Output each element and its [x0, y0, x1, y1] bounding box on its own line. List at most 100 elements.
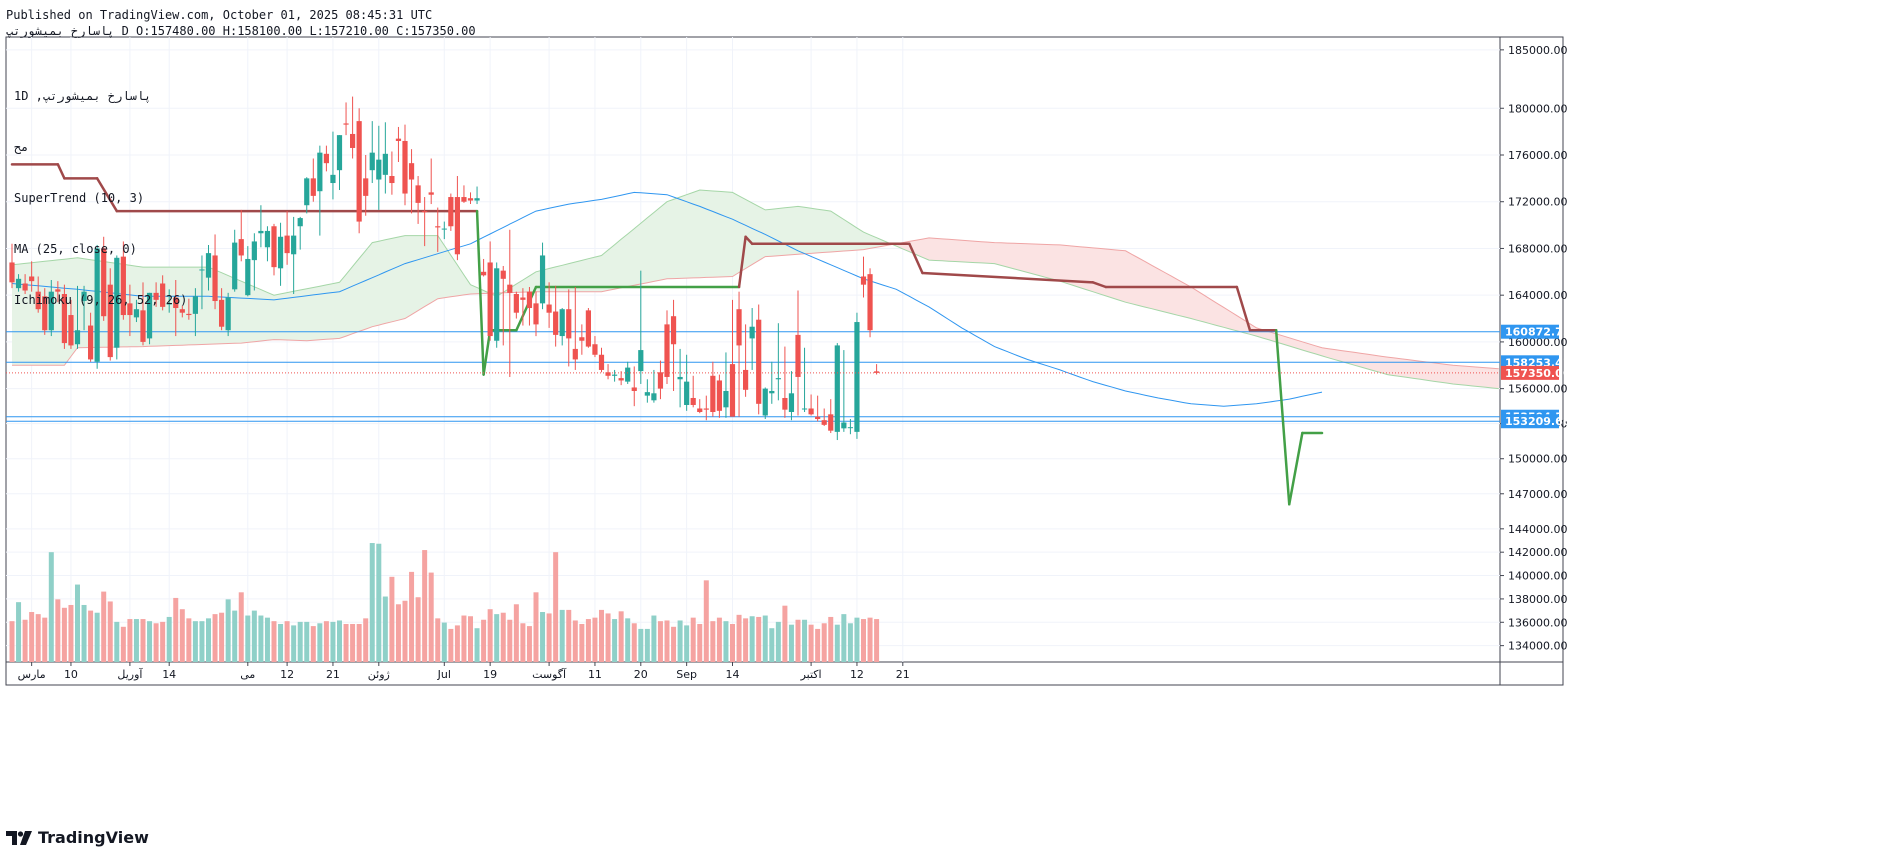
candle-body	[186, 313, 192, 316]
x-tick-label: 20	[634, 668, 648, 681]
candle-body	[723, 390, 729, 408]
volume-bar	[219, 612, 225, 662]
volume-bar	[199, 621, 205, 662]
x-tick-label: 21	[896, 668, 910, 681]
candle-body	[153, 292, 159, 300]
candle-body	[114, 257, 120, 348]
candle-body	[867, 274, 873, 331]
candle-body	[199, 269, 205, 271]
candle-body	[572, 348, 578, 360]
y-tick-label: 147000.00	[1508, 488, 1568, 501]
supertrend-segment	[515, 285, 538, 332]
volume-bar	[363, 618, 369, 662]
supertrend-segment	[1235, 285, 1252, 332]
volume-bar	[847, 623, 853, 662]
candle-body	[15, 278, 22, 289]
volume-bar	[337, 620, 342, 662]
volume-bar	[507, 619, 513, 662]
volume-bar	[127, 619, 133, 662]
candle-body	[48, 291, 54, 331]
candle-body	[101, 248, 107, 317]
volume-bar	[88, 610, 94, 662]
ichimoku-span-b	[12, 237, 1499, 370]
candle-body	[81, 291, 87, 302]
volume-bar	[651, 615, 657, 662]
candle-body	[526, 291, 533, 309]
volume-bar	[153, 623, 159, 662]
level-price-label: 160872.73	[1505, 326, 1570, 339]
volume-bar	[428, 572, 434, 662]
candle-body	[448, 197, 454, 227]
candle-body	[481, 271, 487, 276]
volume-bar	[834, 624, 840, 662]
ichimoku-span-a	[11, 189, 1499, 390]
supertrend-segment	[921, 271, 1094, 284]
candle-body	[474, 198, 480, 201]
candle-body	[284, 235, 290, 254]
y-tick-label: 180000.00	[1508, 102, 1568, 115]
volume-bar	[775, 621, 781, 662]
ichimoku-cloud-segment	[503, 190, 897, 293]
volume-bar	[461, 615, 467, 662]
candle-body	[749, 326, 755, 339]
volume-bar	[55, 599, 61, 662]
y-tick-label: 136000.00	[1508, 616, 1568, 629]
volume-bar	[238, 592, 244, 662]
candles	[9, 96, 880, 441]
candle-body	[736, 309, 742, 346]
candle-body	[467, 198, 474, 201]
legend-supertrend[interactable]: SuperTrend (10, 3)	[14, 191, 145, 205]
candle-body	[559, 309, 565, 337]
candle-body	[68, 315, 74, 346]
y-tick-label: 168000.00	[1508, 242, 1568, 255]
candle-body	[415, 185, 421, 203]
volume-bar	[487, 609, 493, 662]
volume-bar	[684, 625, 690, 662]
x-tick-label: آگوست	[532, 667, 567, 681]
candle-body	[205, 253, 212, 278]
volume-bar	[251, 610, 257, 662]
volume-bar	[166, 616, 172, 662]
candle-body	[408, 163, 415, 180]
candle-body	[212, 255, 218, 302]
candle-body	[140, 310, 146, 342]
volume-bar	[769, 628, 775, 662]
volume-bar	[179, 609, 185, 662]
candle-body	[651, 393, 657, 401]
supertrend-segment	[482, 328, 492, 376]
volume-bar	[35, 614, 41, 662]
candle-body	[605, 372, 611, 376]
candle-body	[350, 133, 356, 148]
volume-bar	[795, 619, 801, 662]
candle-body	[756, 319, 762, 404]
candle-body	[166, 303, 172, 305]
legend-symbol[interactable]: 1D ,پاسارخ بمیشورتپ	[14, 89, 152, 103]
candle-body	[841, 422, 847, 429]
y-tick-label: 156000.00	[1508, 383, 1568, 396]
volume-bar	[513, 604, 519, 662]
supertrend-segment	[1288, 431, 1304, 506]
candle-body	[815, 416, 821, 420]
grid	[6, 37, 1500, 662]
volume-bar	[599, 609, 604, 662]
volume-bar	[101, 591, 107, 662]
candle-body	[592, 344, 598, 355]
volume-bar	[284, 621, 290, 662]
volume-bar	[579, 623, 585, 662]
candle-body	[874, 371, 880, 373]
volume-bar	[690, 617, 696, 662]
legend-ma[interactable]: MA (25, close, 0)	[14, 242, 137, 256]
candle-body	[670, 316, 677, 345]
tradingview-brand[interactable]: TradingView	[6, 828, 149, 847]
level-price-label-bg	[1501, 414, 1559, 429]
candle-body	[664, 324, 670, 377]
candle-body	[566, 309, 572, 339]
candle-body	[160, 283, 166, 307]
volume-bar	[566, 609, 572, 662]
volume-bar	[264, 617, 270, 662]
candle-body	[74, 330, 81, 345]
legend-ichimoku[interactable]: Ichimoku (9, 26, 52, 26)	[14, 293, 188, 307]
candle-body	[710, 375, 716, 412]
volume-bar	[114, 621, 120, 662]
